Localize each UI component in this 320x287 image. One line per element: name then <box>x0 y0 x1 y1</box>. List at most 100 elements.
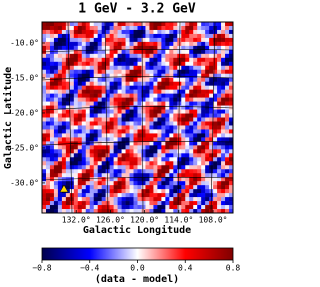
map-cell <box>189 113 194 118</box>
map-cell <box>149 205 154 210</box>
map-cell <box>149 157 154 162</box>
map-cell <box>109 141 114 146</box>
map-cell <box>209 65 214 71</box>
map-cell <box>161 69 166 75</box>
map-cell <box>173 133 178 138</box>
map-cell <box>61 81 67 86</box>
map-cell <box>105 141 110 146</box>
map-cell <box>149 93 154 98</box>
map-cell <box>149 201 154 206</box>
map-cell <box>169 49 174 55</box>
map-cell <box>81 93 87 98</box>
map-cell <box>109 129 114 134</box>
map-cell <box>85 169 91 174</box>
map-cell <box>153 133 158 138</box>
map-cell <box>161 197 166 202</box>
map-cell <box>121 205 126 210</box>
map-cell <box>81 29 87 35</box>
map-cell <box>201 201 206 206</box>
map-cell <box>121 69 126 75</box>
map-cell <box>225 41 230 47</box>
map-cell <box>181 49 186 55</box>
map-cell <box>229 61 233 67</box>
map-cell <box>185 65 190 71</box>
map-cell <box>185 45 190 51</box>
map-cell <box>181 157 186 162</box>
map-cell <box>165 141 170 146</box>
map-cell <box>53 185 59 190</box>
map-cell <box>197 141 202 146</box>
map-cell <box>141 173 146 178</box>
map-cell <box>101 57 106 63</box>
map-cell <box>137 161 142 166</box>
map-cell <box>61 141 67 146</box>
map-cell <box>101 177 106 182</box>
map-cell <box>105 25 110 31</box>
map-cell <box>221 169 226 174</box>
map-cell <box>209 173 214 178</box>
map-cell <box>169 137 174 142</box>
map-cell <box>57 201 63 206</box>
map-cell <box>141 49 146 55</box>
map-cell <box>53 201 59 206</box>
map-cell <box>137 153 142 158</box>
map-cell <box>97 197 102 202</box>
map-cell <box>129 113 134 118</box>
map-cell <box>173 109 178 114</box>
map-cell <box>181 177 186 182</box>
map-cell <box>93 177 99 182</box>
map-cell <box>42 45 47 51</box>
map-cell <box>161 117 166 122</box>
map-cell <box>121 173 126 178</box>
map-cell <box>81 201 87 206</box>
map-cell <box>221 97 226 102</box>
map-cell <box>61 209 67 213</box>
map-cell <box>81 69 87 75</box>
map-cell <box>125 125 130 130</box>
map-cell <box>189 185 194 190</box>
map-cell <box>173 93 178 98</box>
map-cell <box>93 185 99 190</box>
map-cell <box>165 113 170 118</box>
map-cell <box>42 25 47 31</box>
map-cell <box>77 77 83 82</box>
map-cell <box>205 29 210 35</box>
map-cell <box>73 77 79 82</box>
map-cell <box>189 209 194 213</box>
map-cell <box>197 197 202 202</box>
map-cell <box>42 81 47 86</box>
map-cell <box>213 65 218 71</box>
map-cell <box>181 161 186 166</box>
map-cell <box>149 65 154 71</box>
map-cell <box>181 101 186 106</box>
map-cell <box>177 157 182 162</box>
map-cell <box>89 177 95 182</box>
map-cell <box>169 141 174 146</box>
map-cell <box>201 137 206 142</box>
map-cell <box>117 37 122 43</box>
map-cell <box>157 205 162 210</box>
map-cell <box>101 45 106 51</box>
map-cell <box>177 149 182 154</box>
map-cell <box>205 125 210 130</box>
map-cell <box>157 121 162 126</box>
map-cell <box>73 109 79 114</box>
map-cell <box>189 137 194 142</box>
map-cell <box>77 113 83 118</box>
map-cell <box>209 37 214 43</box>
map-cell <box>201 141 206 146</box>
map-cell <box>189 165 194 170</box>
map-cell <box>89 145 95 150</box>
map-cell <box>53 109 59 114</box>
map-cell <box>121 161 126 166</box>
map-cell <box>205 149 210 154</box>
map-cell <box>225 121 230 126</box>
map-cell <box>42 141 47 146</box>
map-cell <box>205 145 210 150</box>
map-cell <box>169 53 174 59</box>
map-cell <box>165 169 170 174</box>
map-cell <box>117 117 122 122</box>
map-cell <box>133 201 138 206</box>
map-cell <box>137 33 142 39</box>
map-cell <box>133 117 138 122</box>
